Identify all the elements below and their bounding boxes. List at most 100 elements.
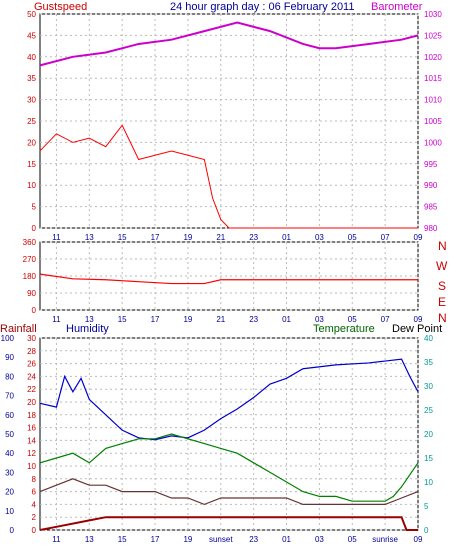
rainfall-line [39,516,418,531]
p3-humidity-tick-label: 100 [1,334,15,343]
p1-x-tick-label: 17 [151,233,160,242]
p3-temp-tick-label: 15 [424,454,433,463]
p3-humidity-tick-label: 80 [5,372,14,381]
p3-temp-tick-label: 35 [424,358,433,367]
p1-x-tick-label: 21 [216,233,225,242]
p2-x-tick-label: 05 [348,315,357,324]
dir-letter-n-bottom: N [438,311,447,325]
header-barometer: Barometer [371,1,423,13]
p1-x-tick-label: 03 [315,233,324,242]
p1-x-tick-label: 07 [381,233,390,242]
p3-tick-label: 28 [27,347,36,356]
p1-right-tick-label: 980 [424,224,438,233]
p1-right-tick-label: 1010 [424,96,442,105]
label-humidity: Humidity [66,323,109,335]
direction-line [39,273,418,285]
p1-x-tick-label: 15 [118,233,127,242]
p3-temp-tick-label: 25 [424,406,433,415]
p2-x-tick-label: 19 [183,315,192,324]
p1-x-tick-label: 01 [282,233,291,242]
p1-tick-label: 0 [32,224,37,233]
p1-tick-label: 40 [27,53,36,62]
p3-temp-tick-label: 40 [424,334,433,343]
temperature-line [39,433,419,502]
humidity-line [39,358,419,441]
p2-x-tick-label: 09 [414,315,423,324]
p1-x-tick-label: 13 [85,233,94,242]
p1-tick-label: 35 [27,74,36,83]
p3-tick-label: 0 [32,526,37,535]
p2-x-tick-label: 13 [85,315,94,324]
header-gustspeed: Gustspeed [34,1,87,13]
p3-temp-tick-label: 0 [424,526,429,535]
p1-tick-label: 20 [27,138,36,147]
p1-right-tick-label: 1000 [424,138,442,147]
p3-humidity-tick-label: 50 [5,430,14,439]
p3-x-tick-label: 23 [249,535,258,544]
p3-tick-label: 26 [27,360,36,369]
p3-x-tick-label: 19 [183,535,192,544]
p3-humidity-tick-label: 30 [5,468,14,477]
p3-humidity-tick-label: 40 [5,449,14,458]
p1-tick-label: 25 [27,117,36,126]
dewpoint-line [39,478,419,506]
p3-tick-label: 10 [27,462,36,471]
p3-tick-label: 12 [27,449,36,458]
p3-x-tick-label: sunset [209,535,233,544]
p3-tick-label: 18 [27,411,36,420]
barometer-line [39,21,419,67]
p1-x-tick-label: 19 [183,233,192,242]
p1-x-tick-label: 05 [348,233,357,242]
p1-tick-label: 10 [27,181,36,190]
p3-humidity-tick-label: 70 [5,392,14,401]
p3-humidity-tick-label: 0 [10,526,15,535]
gust-line [39,124,418,229]
p1-x-tick-label: 23 [249,233,258,242]
p3-humidity-tick-label: 10 [5,507,14,516]
p3-x-tick-label: 13 [85,535,94,544]
p3-x-tick-label: 17 [151,535,160,544]
dir-letter-e: E [438,295,446,309]
p3-humidity-tick-label: 90 [5,353,14,362]
p3-tick-label: 4 [32,500,37,509]
p2-x-tick-label: 23 [249,315,258,324]
p2-tick-label: 90 [27,289,36,298]
p1-right-tick-label: 995 [424,160,438,169]
p3-x-tick-label: 09 [414,535,423,544]
label-rainfall: Rainfall [0,323,37,335]
p1-right-tick-label: 985 [424,203,438,212]
p1-right-tick-label: 1020 [424,53,442,62]
p3-temp-tick-label: 10 [424,478,433,487]
p1-tick-label: 45 [27,31,36,40]
p1-tick-label: 5 [32,203,37,212]
p3-temp-tick-label: 30 [424,382,433,391]
p2-x-tick-label: 15 [118,315,127,324]
p3-x-tick-label: sunrise [372,535,398,544]
p3-x-tick-label: 15 [118,535,127,544]
p1-right-tick-label: 1025 [424,31,442,40]
header-title: 24 hour graph day : 06 February 2011 [170,1,354,13]
label-temperature: Temperature [313,323,375,335]
p1-right-tick-label: 990 [424,181,438,190]
p2-x-tick-label: 11 [52,315,61,324]
p3-x-tick-label: 03 [315,535,324,544]
p2-tick-label: 180 [23,272,37,281]
p3-temp-tick-label: 20 [424,430,433,439]
p1-tick-label: 30 [27,96,36,105]
p3-tick-label: 2 [32,513,37,522]
dir-letter-s: S [438,279,446,293]
p2-x-tick-label: 03 [315,315,324,324]
p1-right-tick-label: 1005 [424,117,442,126]
p3-x-tick-label: 05 [348,535,357,544]
p3-tick-label: 6 [32,488,37,497]
label-dewpoint: Dew Point [392,323,442,335]
p2-x-tick-label: 21 [216,315,225,324]
p1-tick-label: 50 [27,10,36,19]
p3-tick-label: 14 [27,436,36,445]
p1-right-tick-label: 1015 [424,74,442,83]
p1-right-tick-label: 1030 [424,10,442,19]
p2-x-tick-label: 17 [151,315,160,324]
p3-x-tick-label: 11 [52,535,61,544]
p2-x-tick-label: 07 [381,315,390,324]
p3-tick-label: 16 [27,424,36,433]
